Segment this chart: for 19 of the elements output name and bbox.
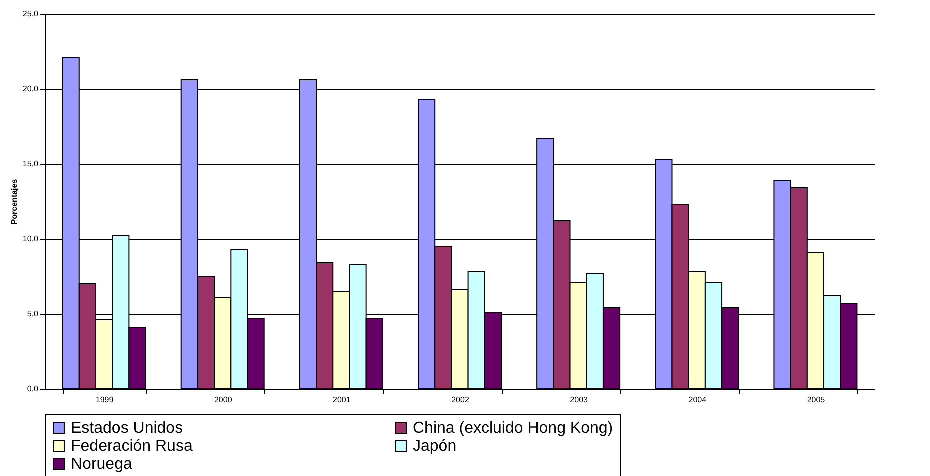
y-tick-label: 0,0 (27, 384, 40, 394)
x-tick-label: 2005 (807, 396, 826, 404)
legend-label: Noruega (71, 456, 132, 473)
y-tick-label: 5,0 (27, 310, 40, 318)
legend-label: Japón (413, 438, 457, 455)
y-tick-label: 20,0 (22, 84, 40, 94)
y-tick-label: 25,0 (22, 10, 40, 18)
y-tick-label: 15,0 (22, 160, 40, 168)
x-tick-label: 2002 (452, 396, 470, 404)
x-tick-label: 2001 (333, 396, 352, 404)
legend-label: China (excluido Hong Kong) (413, 420, 614, 437)
legend-label: Estados Unidos (71, 420, 184, 437)
x-tick-label: 2003 (570, 396, 589, 404)
x-tick-label: 2004 (688, 396, 708, 404)
x-tick-label: 1999 (96, 396, 114, 404)
x-tick-label: 2000 (214, 396, 233, 404)
y-axis-title: Porcentajes (10, 178, 19, 225)
y-tick-label: 10,0 (22, 234, 40, 244)
legend-label: Federación Rusa (71, 438, 193, 455)
